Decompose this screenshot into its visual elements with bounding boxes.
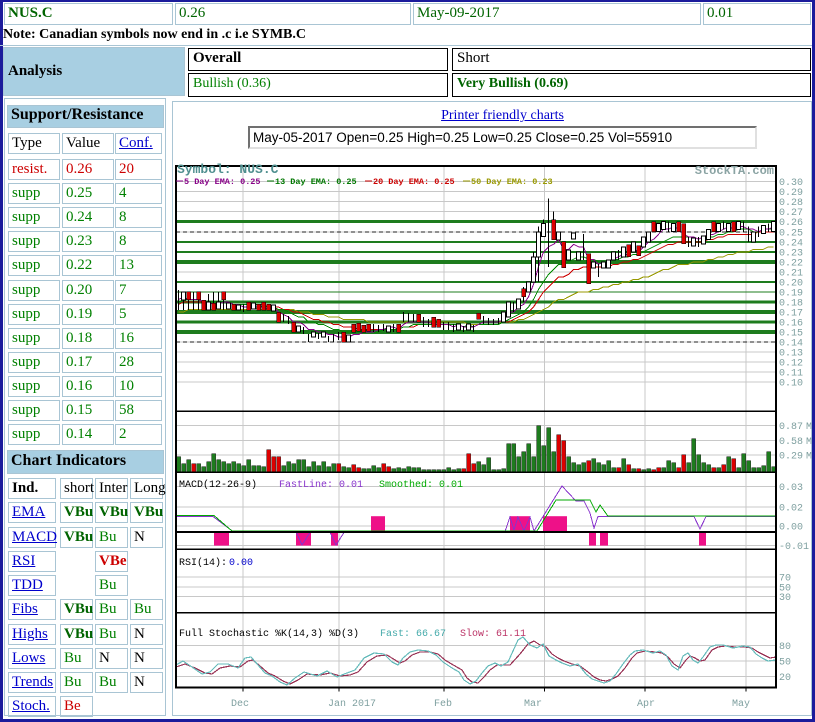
svg-text:Full Stochastic %K(14,3) %D(3): Full Stochastic %K(14,3) %D(3) bbox=[179, 628, 359, 640]
svg-text:0.11: 0.11 bbox=[779, 369, 803, 380]
svg-text:0.13: 0.13 bbox=[779, 349, 803, 360]
svg-text:0.87: 0.87 bbox=[779, 422, 803, 433]
svg-text:RSI(14):: RSI(14): bbox=[179, 557, 227, 569]
svg-text:50: 50 bbox=[779, 658, 791, 669]
svg-text:Feb: Feb bbox=[434, 698, 452, 710]
svg-text:M: M bbox=[806, 437, 812, 448]
svg-text:0.20: 0.20 bbox=[779, 278, 803, 289]
svg-text:50: 50 bbox=[779, 583, 791, 594]
svg-text:13 Day EMA: 0.25: 13 Day EMA: 0.25 bbox=[275, 177, 357, 187]
svg-text:Smoothed: 0.01: Smoothed: 0.01 bbox=[379, 479, 463, 491]
svg-text:20: 20 bbox=[779, 673, 791, 684]
svg-text:0.15: 0.15 bbox=[779, 329, 803, 340]
svg-text:0.03: 0.03 bbox=[779, 483, 803, 494]
svg-text:0.24: 0.24 bbox=[779, 238, 803, 249]
svg-text:-0.01: -0.01 bbox=[779, 542, 809, 553]
svg-text:0.18: 0.18 bbox=[779, 298, 803, 309]
svg-text:0.26: 0.26 bbox=[779, 218, 803, 229]
svg-text:0.27: 0.27 bbox=[779, 208, 803, 219]
svg-text:0.19: 0.19 bbox=[779, 288, 803, 299]
svg-text:0.02: 0.02 bbox=[779, 504, 803, 515]
svg-text:80: 80 bbox=[779, 642, 791, 653]
svg-text:May: May bbox=[732, 699, 750, 710]
svg-text:Slow: 61.11: Slow: 61.11 bbox=[460, 628, 526, 640]
svg-text:0.00: 0.00 bbox=[779, 523, 803, 534]
svg-text:0.30: 0.30 bbox=[779, 178, 803, 189]
svg-text:MACD(12-26-9): MACD(12-26-9) bbox=[179, 479, 257, 491]
svg-text:20 Day EMA: 0.25: 20 Day EMA: 0.25 bbox=[373, 177, 455, 187]
svg-text:5 Day EMA: 0.25: 5 Day EMA: 0.25 bbox=[184, 177, 261, 187]
svg-text:Dec: Dec bbox=[231, 699, 249, 710]
svg-text:Symbol: NUS.C: Symbol: NUS.C bbox=[177, 162, 279, 177]
svg-text:M: M bbox=[806, 422, 812, 433]
svg-text:0.17: 0.17 bbox=[779, 308, 803, 319]
svg-text:70: 70 bbox=[779, 574, 791, 585]
svg-text:0.28: 0.28 bbox=[779, 198, 803, 209]
svg-text:StockTA.com: StockTA.com bbox=[695, 164, 774, 178]
svg-text:0.58: 0.58 bbox=[779, 437, 803, 448]
svg-text:0.25: 0.25 bbox=[779, 228, 803, 239]
svg-text:30: 30 bbox=[779, 593, 791, 604]
svg-text:Apr: Apr bbox=[637, 699, 655, 710]
svg-text:Jan 2017: Jan 2017 bbox=[328, 699, 376, 710]
svg-text:Fast: 66.67: Fast: 66.67 bbox=[380, 629, 446, 640]
svg-text:M: M bbox=[806, 452, 812, 463]
svg-text:FastLine: 0.01: FastLine: 0.01 bbox=[279, 479, 363, 491]
svg-text:0.16: 0.16 bbox=[779, 319, 803, 330]
svg-text:0.00: 0.00 bbox=[229, 558, 253, 569]
svg-text:0.29: 0.29 bbox=[779, 188, 803, 199]
svg-text:0.22: 0.22 bbox=[779, 258, 803, 269]
svg-text:0.21: 0.21 bbox=[779, 268, 803, 279]
svg-text:0.12: 0.12 bbox=[779, 359, 803, 370]
svg-text:0.29: 0.29 bbox=[779, 452, 803, 463]
svg-text:Mar: Mar bbox=[524, 699, 542, 710]
svg-text:50 Day EMA: 0.23: 50 Day EMA: 0.23 bbox=[471, 177, 553, 187]
svg-text:0.23: 0.23 bbox=[779, 248, 803, 259]
svg-text:0.14: 0.14 bbox=[779, 339, 803, 350]
svg-text:0.10: 0.10 bbox=[779, 379, 803, 390]
